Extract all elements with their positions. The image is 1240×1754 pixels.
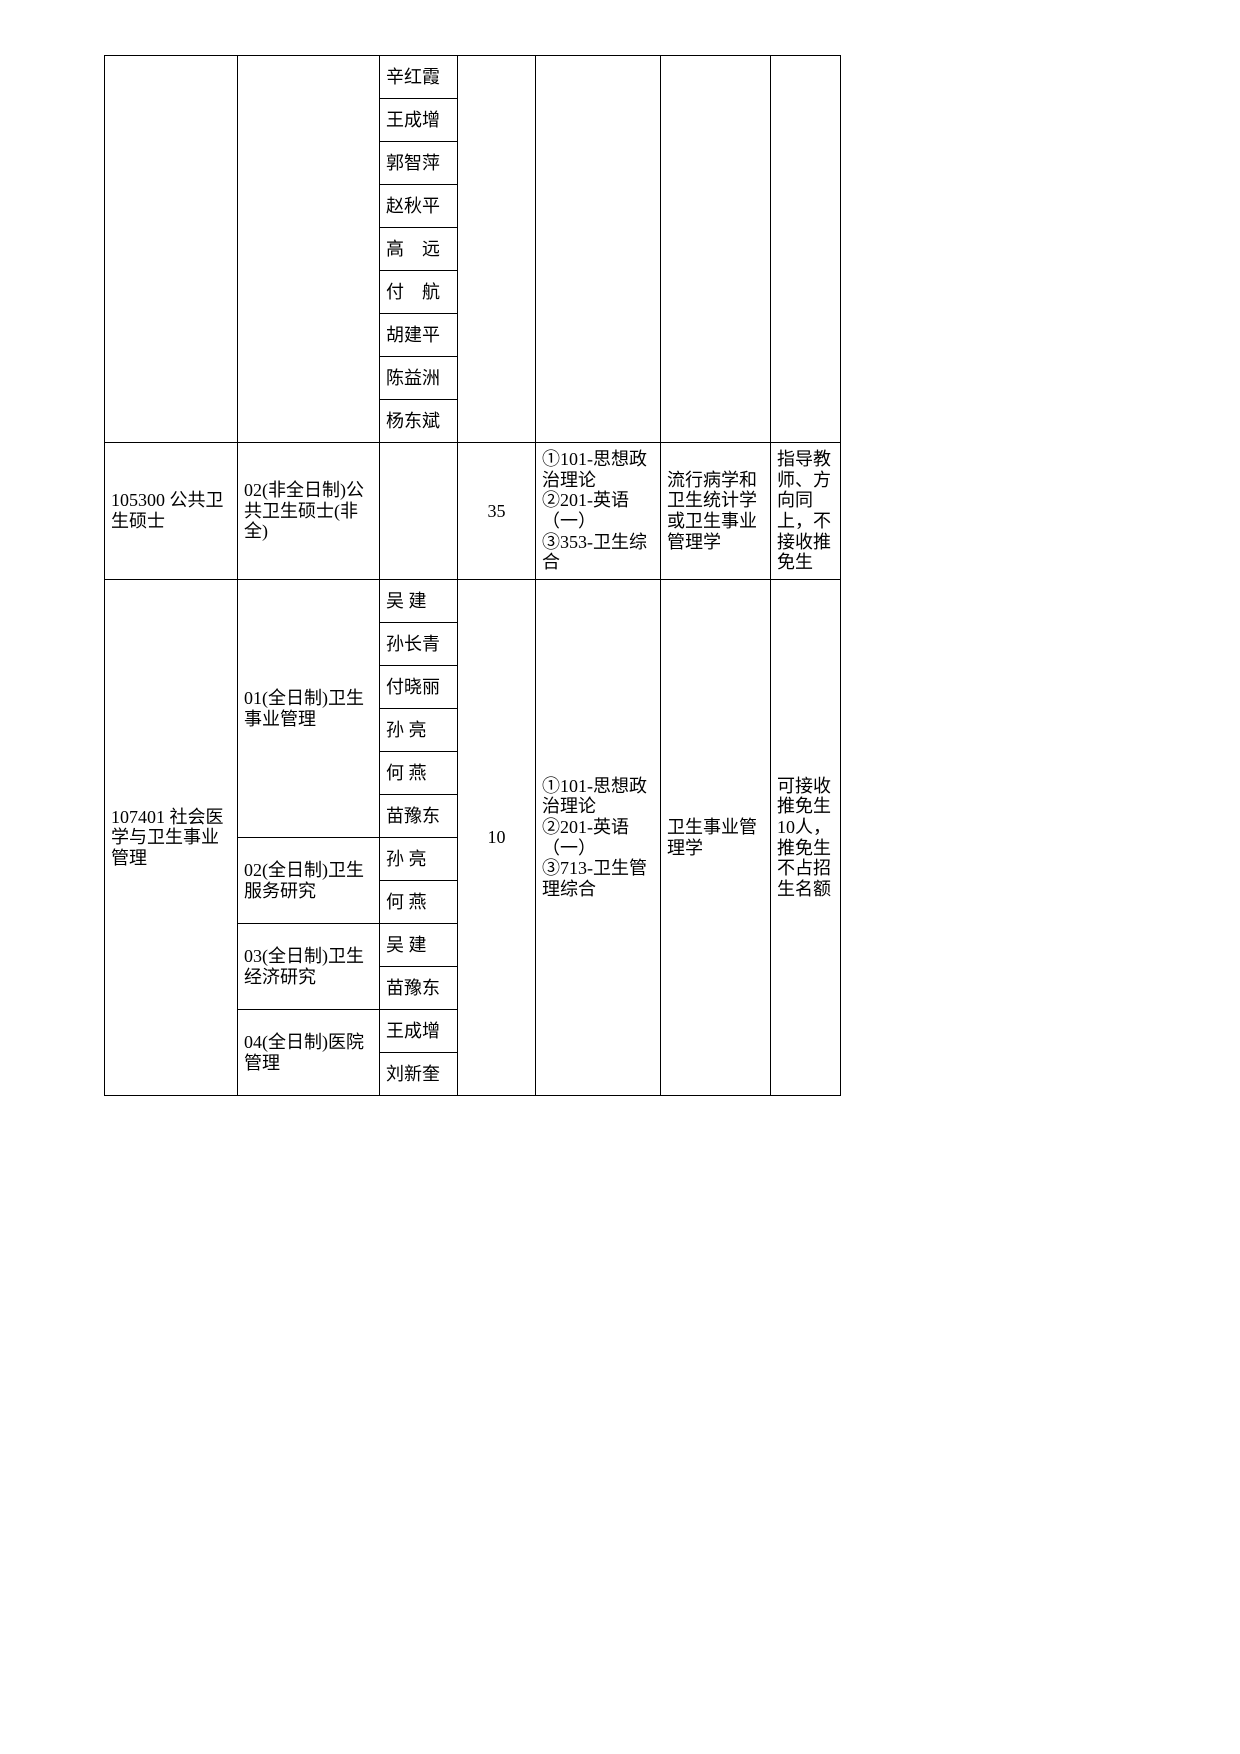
direction-04: 04(全日制)医院管理 [238,1010,380,1096]
advisor-name: 苗豫东 [380,795,458,838]
advisor-name: 杨东斌 [380,400,458,443]
quota-10: 10 [458,580,536,1096]
retest-subject-107401: 卫生事业管理学 [661,580,771,1096]
advisor-name: 王成增 [380,1010,458,1053]
advisor-name: 何 燕 [380,752,458,795]
direction-03: 03(全日制)卫生经济研究 [238,924,380,1010]
empty-col1 [105,56,238,443]
advisor-name: 付 航 [380,271,458,314]
advisor-name: 何 燕 [380,881,458,924]
program-code-105300: 105300 公共卫生硕士 [105,443,238,580]
advisor-name: 孙 亮 [380,838,458,881]
advisor-name: 刘新奎 [380,1053,458,1096]
advisor-name: 陈益洲 [380,357,458,400]
program-table: 辛红霞 王成增 郭智萍 赵秋平 高 远 付 航 胡建平 陈益洲 杨东斌 1053… [104,55,841,1096]
direction-02: 02(全日制)卫生服务研究 [238,838,380,924]
remarks-105300: 指导教师、方向同上，不接收推免生 [771,443,841,580]
direction-01: 01(全日制)卫生事业管理 [238,580,380,838]
advisor-name: 吴 建 [380,924,458,967]
advisor-name: 孙长青 [380,623,458,666]
advisor-name: 王成增 [380,99,458,142]
empty-name [380,443,458,580]
advisor-name: 孙 亮 [380,709,458,752]
empty-col4 [458,56,536,443]
advisor-name: 赵秋平 [380,185,458,228]
empty-col2 [238,56,380,443]
retest-subject-105300: 流行病学和卫生统计学或卫生事业管理学 [661,443,771,580]
advisor-name: 付晓丽 [380,666,458,709]
advisor-name: 苗豫东 [380,967,458,1010]
remarks-107401: 可接收推免生10人，推免生不占招生名额 [771,580,841,1096]
empty-col6 [661,56,771,443]
exam-subjects-107401: ①101-思想政治理论 ②201-英语（一） ③713-卫生管理综合 [536,580,661,1096]
direction-02-parttime: 02(非全日制)公共卫生硕士(非全) [238,443,380,580]
advisor-name: 郭智萍 [380,142,458,185]
advisor-name: 辛红霞 [380,56,458,99]
advisor-name: 胡建平 [380,314,458,357]
exam-subjects-105300: ①101-思想政治理论 ②201-英语（一） ③353-卫生综合 [536,443,661,580]
advisor-name: 高 远 [380,228,458,271]
empty-col7 [771,56,841,443]
empty-col5 [536,56,661,443]
program-code-107401: 107401 社会医学与卫生事业管理 [105,580,238,1096]
advisor-name: 吴 建 [380,580,458,623]
quota-35: 35 [458,443,536,580]
